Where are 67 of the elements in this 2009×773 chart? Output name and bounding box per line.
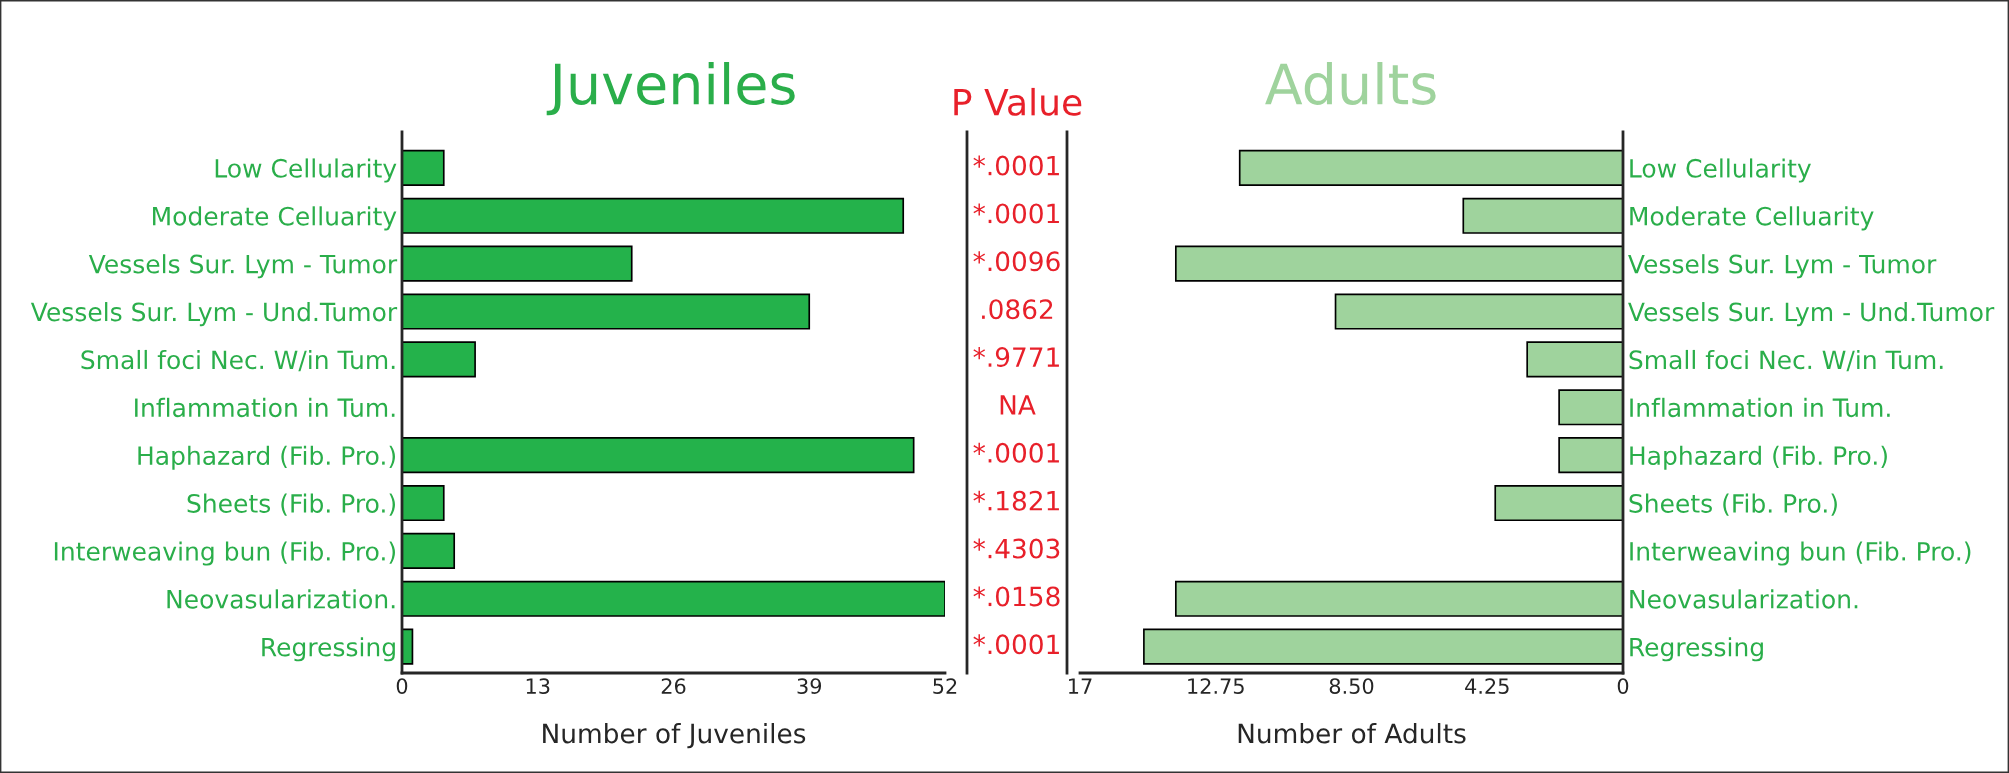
bar <box>402 293 811 330</box>
bar <box>402 580 945 617</box>
bar <box>1558 389 1623 426</box>
x-tick-label: 52 <box>933 678 957 694</box>
x-tick-label: 4.25 <box>1465 678 1509 694</box>
x-tick-label: 0 <box>1617 678 1629 694</box>
x-tick-label: 26 <box>661 678 686 694</box>
bar <box>402 484 445 522</box>
chart-title: Juveniles <box>546 62 795 116</box>
text: *.9771 <box>973 347 1059 368</box>
y-tick-label: Low Cellularity <box>215 158 397 183</box>
text: *.0001 <box>973 634 1059 655</box>
bar <box>1334 293 1623 330</box>
y-tick-label: Moderate Celluarity <box>153 206 397 231</box>
y-tick-label: Small foci Nec. W/in Tum. <box>1629 349 1943 372</box>
text: NA <box>1000 395 1036 415</box>
y-tick-label: Regressing <box>1630 637 1763 662</box>
y-tick-label: Neovasularization. <box>1630 589 1858 609</box>
text: *.4303 <box>973 538 1060 559</box>
y-tick-label: Interweaving bun (Fib. Pro.) <box>54 541 395 566</box>
y-tick-label: Vessels Sur. Lym - Tumor <box>1628 254 1937 279</box>
bar <box>1174 580 1623 617</box>
bar <box>402 197 905 234</box>
bar <box>1558 437 1623 474</box>
bar <box>1526 341 1623 378</box>
x-tick-label: 39 <box>797 678 822 694</box>
x-tick-label: 13 <box>526 678 550 694</box>
bar <box>1143 628 1623 665</box>
x-tick-label: 0 <box>396 678 408 694</box>
chart-title: Adults <box>1265 62 1436 106</box>
text: *.0001 <box>973 203 1059 224</box>
y-tick-label: Vessels Sur. Lym - Tumor <box>88 254 398 279</box>
text: *.0096 <box>973 251 1060 272</box>
y-tick-label: Neovasularization. <box>167 589 395 609</box>
bar <box>1238 149 1623 186</box>
y-tick-label: Low Cellularity <box>1630 158 1811 183</box>
y-tick-label: Vessels Sur. Lym - Und.Tumor <box>30 302 398 327</box>
y-tick-label: Sheets (Fib. Pro.) <box>187 493 395 516</box>
y-tick-label: Regressing <box>262 637 395 662</box>
text: *.0158 <box>973 586 1060 607</box>
text: *.1821 <box>973 490 1059 511</box>
y-tick-label: Moderate Celluarity <box>1630 206 1874 231</box>
bar <box>402 245 633 282</box>
y-tick-label: Vessels Sur. Lym - Und.Tumor <box>1628 302 1995 327</box>
y-tick-label: Inflammation in Tum. <box>1630 397 1890 418</box>
x-tick-label: 17 <box>1069 678 1092 694</box>
bar <box>1494 484 1623 522</box>
bar <box>402 341 476 378</box>
bar <box>402 149 445 186</box>
x-axis-title: Number of Juveniles <box>543 723 806 749</box>
bar <box>402 437 915 474</box>
text: .0862 <box>982 299 1053 320</box>
text: *.0001 <box>973 442 1059 463</box>
bar <box>1174 245 1623 282</box>
y-tick-label: Sheets (Fib. Pro.) <box>1629 493 1837 516</box>
y-tick-label: Haphazard (Fib. Pro.) <box>138 445 395 470</box>
y-tick-label: Small foci Nec. W/in Tum. <box>81 349 395 372</box>
y-tick-label: Interweaving bun (Fib. Pro.) <box>1630 541 1971 566</box>
y-tick-label: Inflammation in Tum. <box>135 397 395 418</box>
text: P Value <box>954 87 1082 116</box>
text: *.0001 <box>973 155 1059 176</box>
bar <box>402 532 456 569</box>
y-tick-label: Haphazard (Fib. Pro.) <box>1630 445 1887 470</box>
x-tick-label: 8.50 <box>1329 678 1374 694</box>
bar <box>1462 197 1623 234</box>
x-tick-label: 12.75 <box>1188 678 1244 694</box>
x-axis-title: Number of Adults <box>1238 723 1466 744</box>
